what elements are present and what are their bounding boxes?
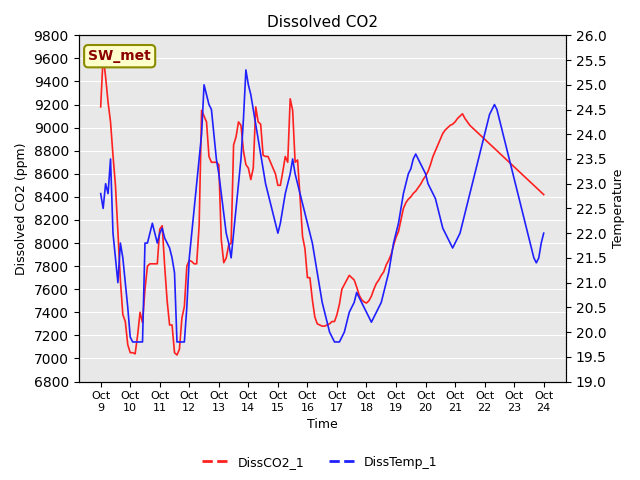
Legend: DissCO2_1, DissTemp_1: DissCO2_1, DissTemp_1 xyxy=(197,451,443,474)
Text: SW_met: SW_met xyxy=(88,49,151,63)
X-axis label: Time: Time xyxy=(307,419,337,432)
Y-axis label: Temperature: Temperature xyxy=(612,169,625,248)
Title: Dissolved CO2: Dissolved CO2 xyxy=(267,15,378,30)
Y-axis label: Dissolved CO2 (ppm): Dissolved CO2 (ppm) xyxy=(15,142,28,275)
